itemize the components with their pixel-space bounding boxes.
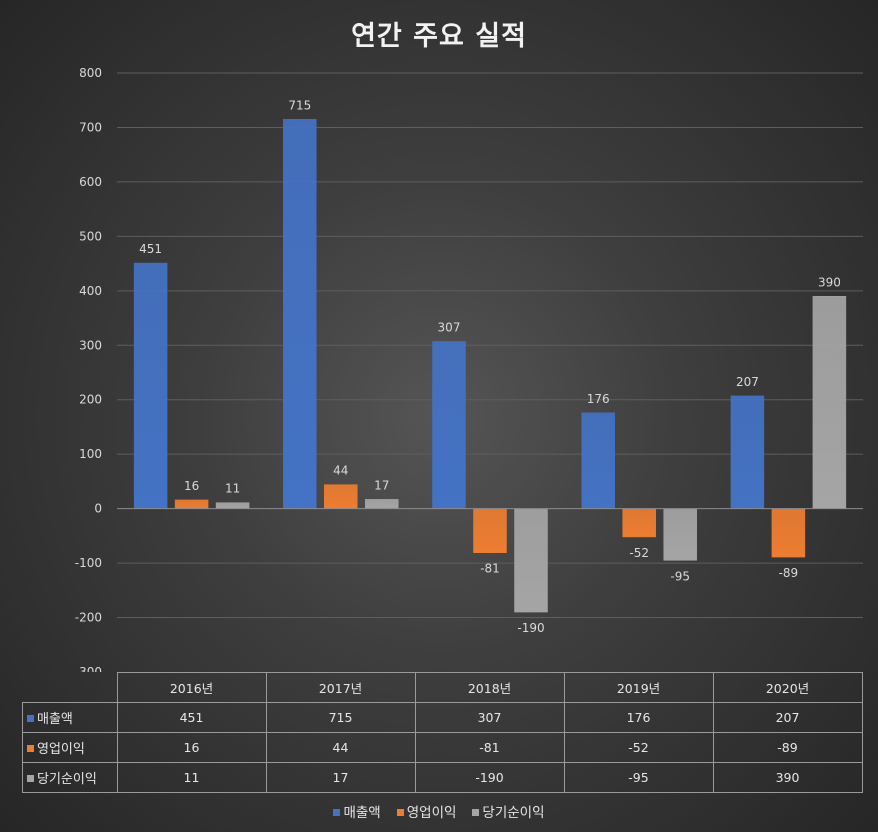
legend-label: 당기순이익 xyxy=(482,805,545,821)
table-row: 매출액 451 715 307 176 207 xyxy=(22,702,863,733)
data-label: -52 xyxy=(629,546,649,560)
table-cell: 715 xyxy=(265,702,416,733)
data-label: -190 xyxy=(517,621,544,635)
data-label: 16 xyxy=(184,479,199,493)
series-name: 매출액 xyxy=(37,712,73,727)
bar-0-1 xyxy=(283,119,317,509)
y-tick-label: -200 xyxy=(75,611,102,625)
chart-legend: 매출액 영업이익 당기순이익 xyxy=(0,801,878,821)
bar-2-3 xyxy=(663,508,697,561)
y-tick-label: 700 xyxy=(79,120,102,134)
legend-label: 영업이익 xyxy=(406,805,457,821)
table-cell: 16 xyxy=(116,732,267,763)
table-row-header: 당기순이익 xyxy=(22,762,118,793)
bar-0-2 xyxy=(432,341,466,509)
bar-1-1 xyxy=(324,484,358,509)
data-label: 17 xyxy=(374,478,389,492)
chart-title: 연간 주요 실적 xyxy=(351,21,527,52)
table-cell: -52 xyxy=(563,732,714,763)
data-label: -81 xyxy=(480,562,500,576)
legend-item: 영업이익 xyxy=(396,801,457,821)
data-label: 11 xyxy=(225,482,240,496)
legend-swatch xyxy=(333,809,341,816)
data-label: 715 xyxy=(288,98,311,112)
table-row: 영업이익 16 44 -81 -52 -89 xyxy=(22,732,863,763)
legend-item: 당기순이익 xyxy=(472,801,545,821)
table-cell: 207 xyxy=(712,702,863,733)
bar-2-1 xyxy=(365,499,399,509)
table-cell: 390 xyxy=(712,762,863,793)
y-tick-label: 400 xyxy=(79,284,102,298)
table-cell: -89 xyxy=(712,732,863,763)
table-header-cell: 2017년 xyxy=(265,672,416,703)
table-header-cell: 2016년 xyxy=(116,672,267,703)
table-cell: 17 xyxy=(265,762,416,793)
y-tick-label: 800 xyxy=(79,66,102,80)
bar-1-2 xyxy=(473,508,507,553)
table-corner xyxy=(22,672,118,703)
table-header-cell: 2019년 xyxy=(563,672,714,703)
table-cell: -95 xyxy=(563,762,714,793)
table-cell: 451 xyxy=(116,702,267,733)
bar-2-0 xyxy=(215,502,250,509)
bar-1-0 xyxy=(174,499,209,509)
bar-0-3 xyxy=(581,412,615,509)
table-cell: 176 xyxy=(563,702,714,733)
y-tick-label: 200 xyxy=(79,393,102,407)
table-row-header: 영업이익 xyxy=(22,732,118,763)
series-name: 영업이익 xyxy=(37,742,85,757)
bar-0-0 xyxy=(133,262,168,509)
legend-label: 매출액 xyxy=(343,805,381,821)
data-label: 307 xyxy=(438,320,461,334)
series-swatch xyxy=(27,745,34,752)
y-tick-label: -300 xyxy=(75,665,102,672)
data-label: 451 xyxy=(139,242,162,256)
series-name: 당기순이익 xyxy=(37,772,97,787)
data-label: -89 xyxy=(779,566,799,580)
y-tick-label: 600 xyxy=(79,175,102,189)
data-label: 176 xyxy=(587,392,610,406)
bar-0-4 xyxy=(730,395,765,509)
table-cell: -190 xyxy=(414,762,565,793)
bar-1-3 xyxy=(622,508,656,538)
table-cell: -81 xyxy=(414,732,565,763)
data-label: 44 xyxy=(333,464,348,478)
table-row-header: 매출액 xyxy=(22,702,118,733)
y-tick-label: 300 xyxy=(79,338,102,352)
legend-swatch xyxy=(396,809,404,816)
y-tick-label: 500 xyxy=(79,229,102,243)
data-label: 390 xyxy=(818,275,841,289)
series-swatch xyxy=(27,715,34,722)
table-row: 당기순이익 11 17 -190 -95 390 xyxy=(22,762,863,793)
table-cell: 44 xyxy=(265,732,416,763)
y-tick-label: 100 xyxy=(79,447,102,461)
data-label: -95 xyxy=(670,569,690,583)
table-header-cell: 2020년 xyxy=(712,672,863,703)
bar-1-4 xyxy=(771,508,806,558)
bar-2-4 xyxy=(812,296,847,509)
table-header-cell: 2018년 xyxy=(414,672,565,703)
bar-2-2 xyxy=(514,508,548,613)
legend-swatch xyxy=(472,809,480,816)
series-swatch xyxy=(27,775,34,782)
table-cell: 11 xyxy=(116,762,267,793)
y-tick-label: 0 xyxy=(94,502,102,516)
table-cell: 307 xyxy=(414,702,565,733)
legend-item: 매출액 xyxy=(333,801,381,821)
y-tick-label: -100 xyxy=(75,556,102,570)
data-label: 207 xyxy=(736,375,759,389)
chart-plot-area: 800 700 600 500 400 300 200 100 0 -100 -200 -300 451… xyxy=(75,66,863,672)
